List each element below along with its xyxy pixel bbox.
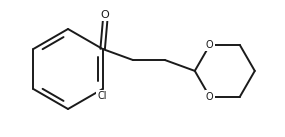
Text: O: O xyxy=(206,92,213,102)
Text: O: O xyxy=(206,40,213,50)
Text: Cl: Cl xyxy=(98,91,107,101)
Text: O: O xyxy=(101,10,109,20)
